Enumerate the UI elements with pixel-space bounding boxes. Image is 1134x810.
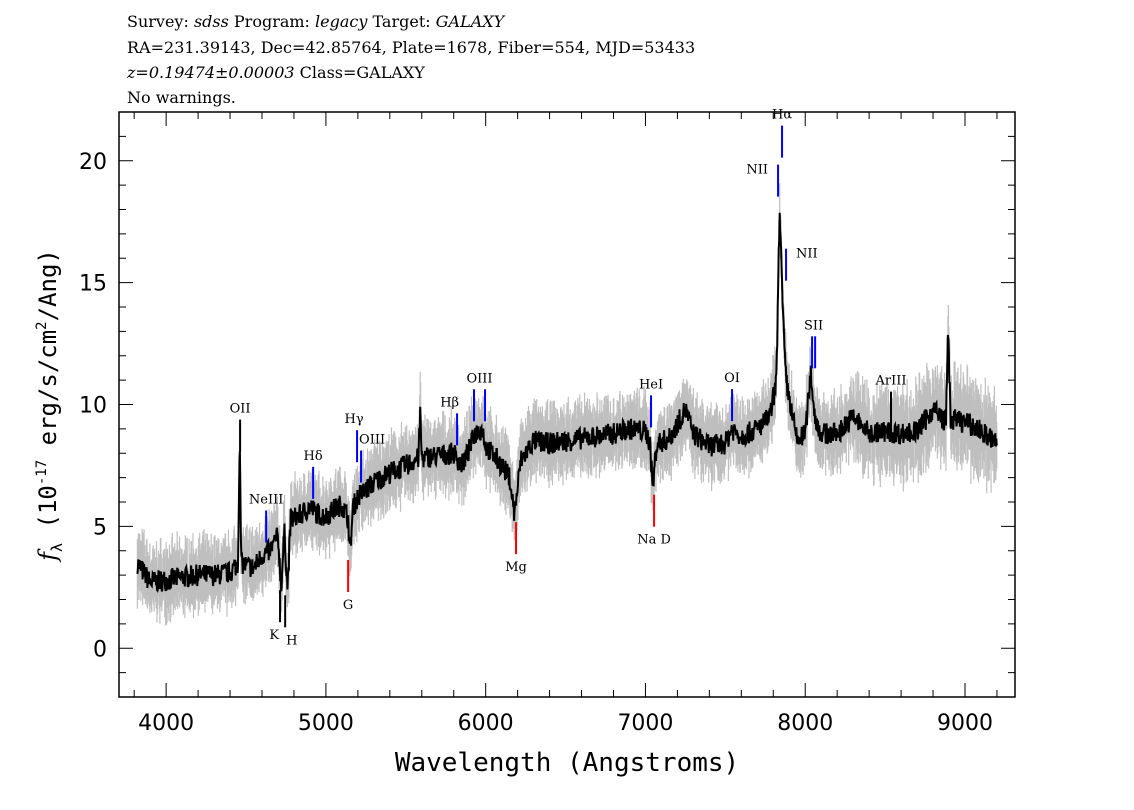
marker-label: Hγ — [345, 412, 364, 427]
x-tick-label: 7000 — [617, 711, 673, 736]
marker-label: HeI — [639, 377, 663, 392]
marker-label: OIII — [359, 433, 385, 448]
line-marker-ariii: ArIII — [875, 374, 907, 424]
error-band — [136, 183, 998, 626]
redshift-value: z=0.19474±0.00003 — [127, 63, 295, 82]
x-tick-label: 5000 — [298, 711, 354, 736]
header-redshift-line: z=0.19474±0.00003 Class=GALAXY — [127, 62, 425, 83]
line-marker-h: H — [284, 595, 298, 648]
line-marker-hγ: Hγ — [345, 412, 364, 463]
line-marker-k: K — [269, 590, 282, 643]
marker-label: Hδ — [304, 449, 323, 464]
x-tick-label: 9000 — [937, 711, 993, 736]
axes: 4000 5000 6000 7000 8000 9000 0 5 10 15 20 — [79, 112, 1015, 736]
program-label: Program: — [228, 12, 316, 31]
line-marker-hδ: Hδ — [304, 449, 323, 499]
y-tick-label: 0 — [93, 637, 107, 662]
survey-label: Survey: — [127, 12, 194, 31]
line-marker-hei: HeI — [639, 377, 663, 428]
flux-line — [136, 212, 998, 593]
header-survey-line: Survey: sdss Program: legacy Target: GAL… — [127, 11, 504, 32]
line-marker-oiii: OIII — [359, 433, 385, 483]
marker-label: OI — [724, 371, 740, 386]
x-tick-label: 6000 — [458, 711, 514, 736]
marker-label: ArIII — [875, 374, 907, 389]
line-marker-neiii: NeIII — [249, 492, 283, 543]
x-tick-label: 4000 — [138, 711, 194, 736]
line-marker-g: G — [343, 559, 353, 613]
marker-label: OIII — [466, 371, 492, 386]
line-marker-nii: NII — [785, 247, 818, 281]
line-marker-hβ: Hβ — [440, 395, 459, 446]
y-tick-label: 15 — [79, 272, 107, 297]
x-axis-label: Wavelength (Angstroms) — [395, 748, 739, 778]
x-tick-label: 8000 — [777, 711, 833, 736]
marker-label: G — [343, 598, 353, 613]
marker-label: Hα — [772, 108, 792, 123]
marker-label: NeIII — [249, 492, 283, 507]
marker-label: Mg — [505, 560, 527, 575]
marker-label: H — [286, 633, 297, 648]
class-value: Class=GALAXY — [294, 63, 425, 82]
line-markers: OII NeIII Hδ Hγ OIII Hβ OIII HeI OI NII Hα NII SII Ar… — [230, 108, 907, 649]
line-marker-oi: OI — [724, 371, 740, 422]
marker-label: OII — [230, 402, 251, 417]
header-coords-line: RA=231.39143, Dec=42.85764, Plate=1678, … — [127, 38, 696, 57]
survey-value: sdss — [193, 12, 229, 31]
marker-label: NII — [746, 163, 768, 178]
line-marker-mg: Mg — [505, 522, 527, 575]
marker-label: Hβ — [440, 395, 459, 410]
marker-label: NII — [796, 247, 818, 262]
target-label: Target: — [367, 12, 436, 31]
y-tick-label: 5 — [93, 515, 107, 540]
target-value: GALAXY — [435, 12, 505, 31]
line-marker-sii: SII — [804, 318, 823, 369]
header-warnings-line: No warnings. — [127, 88, 236, 107]
y-tick-label: 20 — [79, 150, 107, 175]
line-marker-nii: NII — [746, 163, 780, 197]
marker-label: K — [269, 628, 279, 643]
line-marker-oiii: OIII — [466, 371, 493, 422]
svg-text:fλ (10-17 erg/s/cm2/Ang): fλ (10-17 erg/s/cm2/Ang) — [34, 249, 66, 563]
line-marker-na-d: Na D — [637, 494, 671, 548]
y-axis-label: fλ (10-17 erg/s/cm2/Ang) — [34, 249, 66, 563]
marker-label: SII — [804, 318, 823, 333]
line-marker-hα: Hα — [772, 108, 792, 158]
program-value: legacy — [315, 12, 368, 31]
marker-label: Na D — [637, 533, 671, 548]
y-tick-label: 10 — [79, 394, 107, 419]
line-marker-oii: OII — [230, 402, 251, 452]
